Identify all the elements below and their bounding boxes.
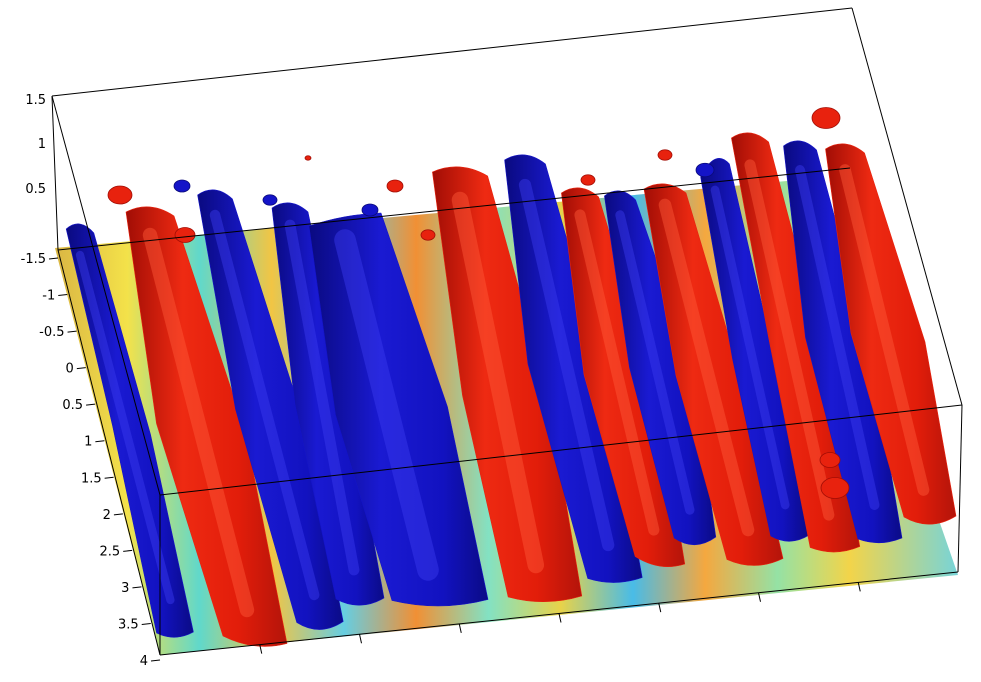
z-tick-label: 1.5 [25, 93, 46, 108]
negative-isosurface [308, 212, 489, 607]
z-tick-label: 1 [38, 137, 46, 152]
isosurface-highlight [615, 210, 695, 515]
x-tick-mark [359, 634, 362, 644]
positive-fragment [580, 174, 596, 186]
isosurface-highlight [75, 250, 175, 605]
positive-fragment [420, 229, 436, 241]
negative-fragment [695, 162, 715, 178]
positive-fragment [107, 185, 133, 205]
positive-fragment [819, 452, 841, 468]
positive-isosurface [432, 166, 583, 603]
isosurface-highlight [658, 198, 755, 537]
x-tick-mark [857, 582, 861, 592]
y-tick-label: -0.5 [39, 325, 64, 340]
positive-fragment [811, 107, 841, 129]
negative-isosurface [197, 189, 344, 630]
y-tick-mark [76, 367, 86, 370]
negative-fragment [173, 179, 191, 193]
y-axis: -1.5 -1 -0.5 0 0.5 1 1.5 2 2.5 3 3.5 4 [21, 252, 161, 669]
x-tick-mark [458, 623, 462, 633]
positive-isosurface [643, 183, 784, 566]
x-tick-mark [658, 603, 662, 613]
box-edge [51, 95, 59, 251]
x-axis [259, 582, 861, 654]
axes-box [51, 7, 963, 656]
isosurface-highlight [209, 209, 320, 601]
box-edge [159, 404, 963, 496]
y-tick-label: 1.5 [81, 471, 102, 486]
isosurface-highlight [518, 178, 615, 552]
y-tick-label: -1.5 [21, 252, 46, 267]
box-edge [57, 249, 161, 656]
negative-fragment [361, 203, 379, 217]
y-tick-mark [104, 476, 114, 479]
z-tick-label: 0.5 [25, 182, 46, 197]
y-tick-label: 1 [84, 435, 92, 450]
positive-isosurface [561, 187, 686, 567]
x-tick-mark [259, 644, 263, 654]
positive-fragment [386, 179, 404, 193]
y-tick-label: 3 [121, 581, 129, 596]
box-edge [51, 7, 853, 97]
isosurface-highlight [839, 164, 930, 496]
isosurface-highlight [334, 229, 439, 581]
box-edge [51, 95, 161, 496]
y-tick-label: 0.5 [62, 398, 83, 413]
box-edge [851, 7, 963, 406]
box-edge [957, 404, 963, 573]
positive-fragment [174, 227, 196, 243]
y-tick-mark [141, 622, 151, 625]
y-tick-mark [113, 513, 123, 516]
isosurface-highlight [744, 159, 835, 521]
y-tick-mark [123, 549, 133, 552]
negative-isosurface [604, 190, 717, 546]
y-tick-label: 2 [103, 508, 111, 523]
y-tick-label: 4 [140, 654, 148, 669]
box-edge [57, 167, 851, 251]
y-tick-mark [150, 659, 161, 662]
y-tick-mark [86, 403, 96, 406]
z-axis: 0.5 1 1.5 [25, 93, 46, 197]
positive-fragment [304, 155, 312, 161]
y-tick-label: 0 [66, 362, 74, 377]
isosurface-highlight [795, 165, 880, 510]
y-tick-label: -1 [42, 289, 55, 304]
isosurfaces [65, 107, 957, 647]
negative-isosurface [271, 202, 385, 606]
y-tick-mark [132, 586, 142, 589]
x-tick-mark [758, 592, 761, 602]
isosurface-highlight [142, 227, 255, 618]
y-tick-label: 3.5 [118, 617, 139, 632]
negative-fragment [262, 194, 278, 206]
positive-isosurface [825, 143, 957, 525]
y-tick-mark [67, 330, 77, 333]
y-tick-mark [95, 440, 105, 443]
positive-isosurface [125, 206, 288, 647]
y-tick-mark [48, 257, 59, 260]
positive-isosurface [731, 132, 861, 553]
positive-fragment [820, 477, 850, 499]
negative-isosurface [65, 223, 194, 638]
negative-isosurface [783, 140, 903, 544]
y-tick-label: 2.5 [99, 544, 120, 559]
positive-fragment [657, 149, 673, 161]
isosurface-highlight [451, 191, 545, 574]
isosurface-highlight [574, 209, 660, 536]
x-tick-mark [558, 613, 562, 623]
y-tick-mark [58, 294, 68, 297]
isosurface-highlight [710, 185, 790, 510]
negative-isosurface [504, 154, 643, 583]
isosurface-highlight [284, 219, 360, 576]
